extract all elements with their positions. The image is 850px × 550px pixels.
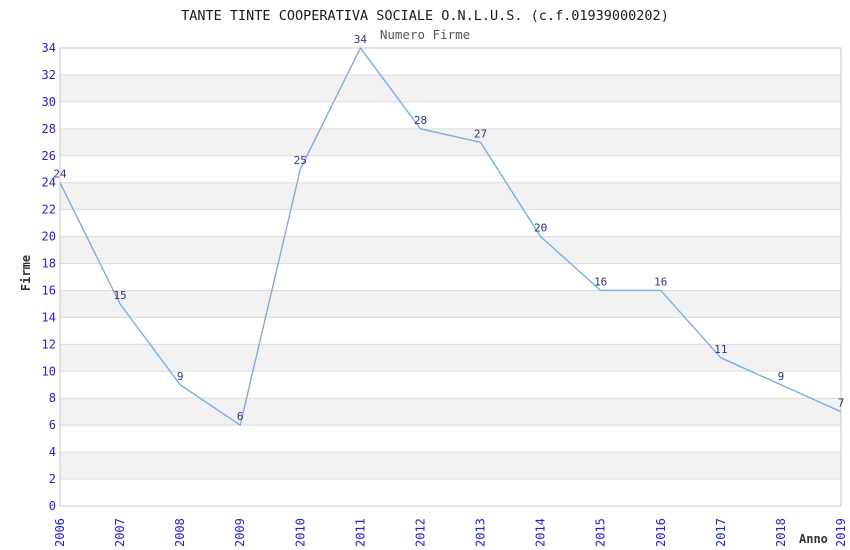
y-tick-label: 22 bbox=[42, 203, 56, 217]
data-point-label: 15 bbox=[113, 289, 126, 302]
x-tick-label: 2013 bbox=[474, 518, 488, 547]
data-point-label: 28 bbox=[414, 114, 427, 127]
data-point-label: 6 bbox=[237, 410, 244, 423]
y-tick-label: 34 bbox=[42, 41, 56, 55]
y-tick-label: 30 bbox=[42, 95, 56, 109]
y-tick-label: 28 bbox=[42, 122, 56, 136]
chart-title: TANTE TINTE COOPERATIVA SOCIALE O.N.L.U.… bbox=[181, 8, 669, 24]
x-tick-label: 2015 bbox=[594, 518, 608, 547]
y-tick-label: 24 bbox=[42, 176, 56, 190]
y-tick-label: 4 bbox=[49, 445, 56, 459]
x-axis-title: Anno bbox=[799, 532, 828, 546]
plot-border bbox=[59, 47, 842, 507]
band bbox=[60, 236, 841, 264]
data-point-label: 20 bbox=[534, 222, 547, 235]
y-tick-label: 8 bbox=[49, 391, 56, 405]
band bbox=[60, 344, 841, 372]
y-tick-label: 6 bbox=[49, 418, 56, 432]
x-tick-label: 2016 bbox=[654, 518, 668, 547]
data-point-label: 16 bbox=[594, 275, 607, 288]
x-tick-label: 2017 bbox=[714, 518, 728, 547]
x-tick-label: 2011 bbox=[353, 518, 367, 547]
band bbox=[60, 398, 841, 426]
x-tick-label: 2014 bbox=[534, 518, 548, 547]
band bbox=[60, 74, 841, 102]
y-tick-label: 12 bbox=[42, 337, 56, 351]
data-point-label: 9 bbox=[177, 370, 184, 383]
x-tick-label: 2019 bbox=[834, 518, 848, 547]
data-point-label: 25 bbox=[294, 154, 307, 167]
data-point-label: 11 bbox=[714, 343, 727, 356]
band bbox=[60, 128, 841, 156]
y-tick-label: 20 bbox=[42, 230, 56, 244]
series-line bbox=[59, 47, 842, 426]
data-point-label: 9 bbox=[778, 370, 785, 383]
y-tick-label: 32 bbox=[42, 68, 56, 82]
y-axis-title: Firme bbox=[19, 254, 33, 292]
data-point-label: 24 bbox=[53, 168, 67, 181]
x-tick-label: 2012 bbox=[413, 518, 427, 547]
band bbox=[60, 452, 841, 480]
data-point-label: 16 bbox=[654, 275, 667, 288]
y-tick-label: 14 bbox=[42, 310, 56, 324]
y-tick-label: 2 bbox=[49, 472, 56, 486]
x-tick-label: 2010 bbox=[293, 518, 307, 547]
y-tick-label: 26 bbox=[42, 149, 56, 163]
data-point-label: 34 bbox=[354, 33, 368, 46]
x-tick-label: 2009 bbox=[233, 518, 247, 547]
y-tick-label: 0 bbox=[49, 499, 56, 513]
x-tick-label: 2007 bbox=[113, 518, 127, 547]
y-tick-label: 18 bbox=[42, 257, 56, 271]
band bbox=[60, 290, 841, 318]
chart-subtitle: Numero Firme bbox=[379, 27, 471, 42]
x-tick-label: 2008 bbox=[173, 518, 187, 547]
data-point-label: 7 bbox=[838, 397, 845, 410]
x-tick-label: 2018 bbox=[774, 518, 788, 547]
y-tick-label: 10 bbox=[42, 364, 56, 378]
y-tick-label: 16 bbox=[42, 283, 56, 297]
band bbox=[60, 182, 841, 210]
x-tick-label: 2006 bbox=[53, 518, 67, 547]
data-point-label: 27 bbox=[474, 127, 487, 140]
